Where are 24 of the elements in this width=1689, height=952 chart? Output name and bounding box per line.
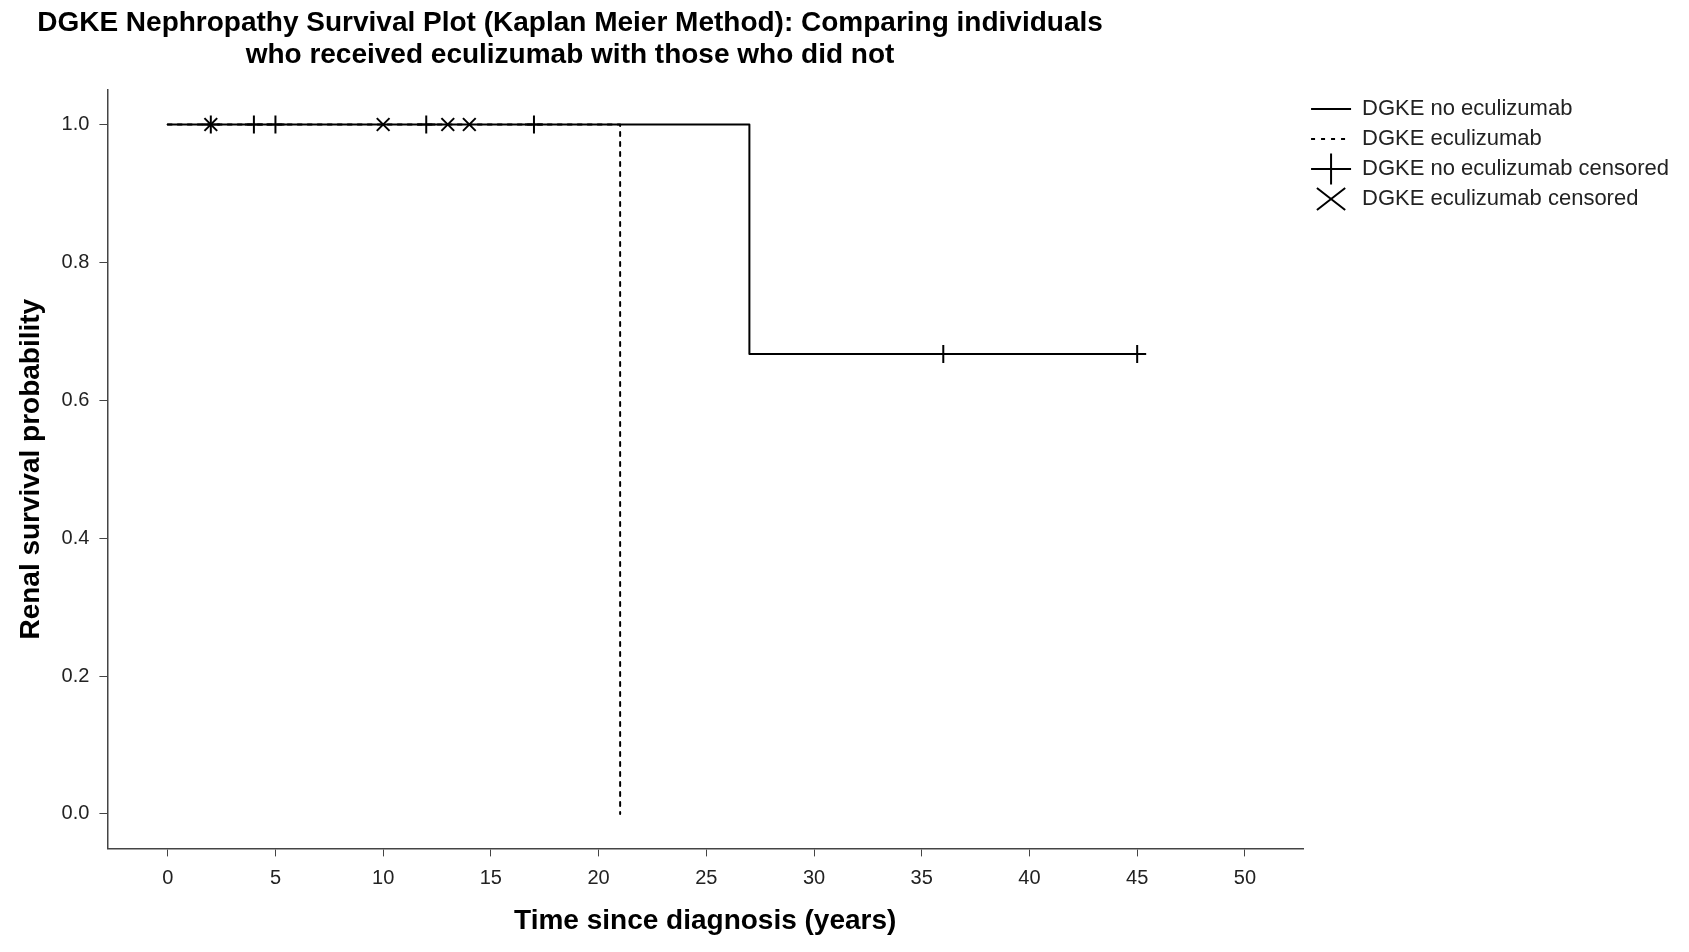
y-tick-label: 1.0 <box>61 111 90 134</box>
y-tick-label: 0.6 <box>61 387 90 410</box>
x-tick-label: 30 <box>802 865 826 888</box>
legend-label: DGKE eculizumab censored <box>1362 185 1639 211</box>
y-tick-label: 0.2 <box>61 663 90 686</box>
chart-title: DGKE Nephropathy Survival Plot (Kaplan Meier Method): Comparing individuals who received eculizumab with those who did not <box>36 6 1104 70</box>
y-axis-title: Renal survival probability <box>13 298 45 640</box>
x-tick-label: 50 <box>1233 865 1257 888</box>
y-tick-label: 0.8 <box>61 249 90 272</box>
x-tick-label: 5 <box>269 865 281 888</box>
x-axis-title: Time since diagnosis (years) <box>514 903 897 935</box>
x-tick-label: 45 <box>1126 865 1149 888</box>
x-tick-label: 25 <box>695 865 718 888</box>
x-tick-label: 0 <box>162 865 174 888</box>
legend-label: DGKE no eculizumab censored <box>1362 155 1669 181</box>
x-tick-label: 15 <box>479 865 502 888</box>
y-tick-label: 0.0 <box>61 801 90 824</box>
legend-label: DGKE no eculizumab <box>1362 95 1573 121</box>
x-tick-label: 20 <box>587 865 610 888</box>
x-tick-label: 40 <box>1018 865 1041 888</box>
x-tick-label: 10 <box>372 865 395 888</box>
legend-label: DGKE eculizumab <box>1362 125 1542 151</box>
x-tick-label: 35 <box>910 865 933 888</box>
y-tick-label: 0.4 <box>61 525 90 548</box>
